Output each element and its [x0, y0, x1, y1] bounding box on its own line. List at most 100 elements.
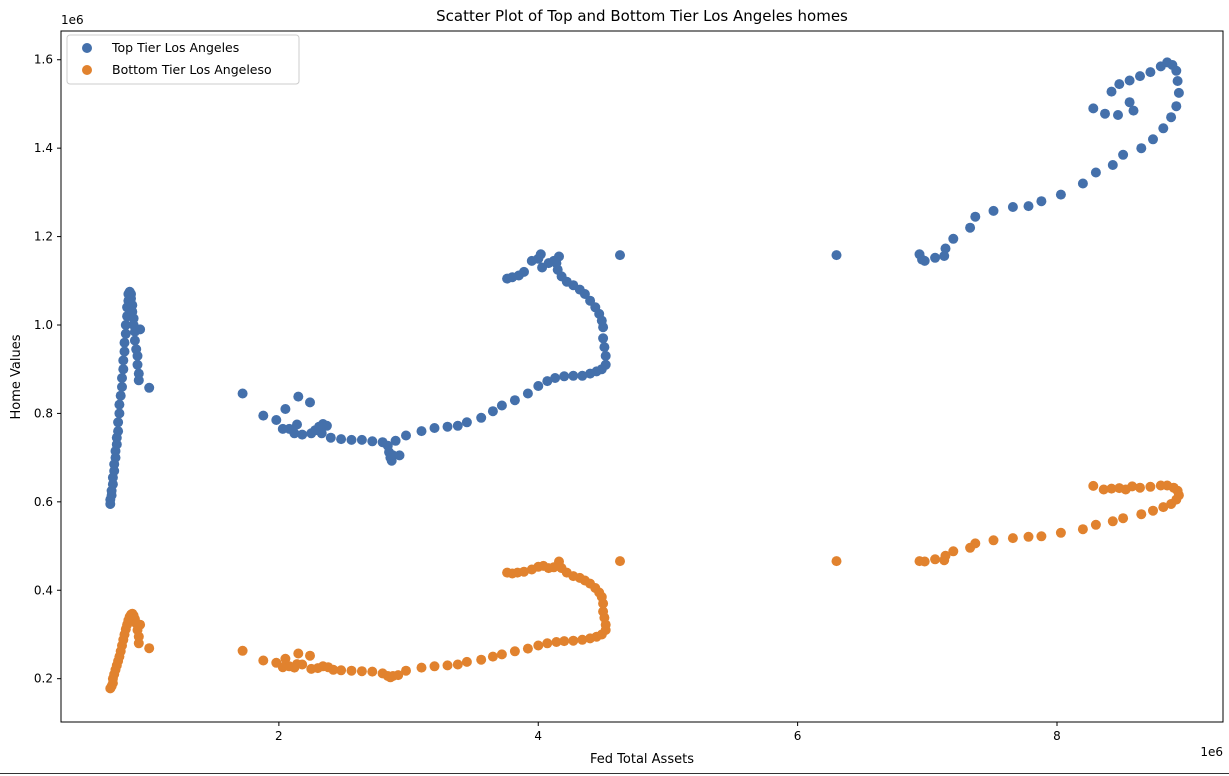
- top-tier-point-142: [1136, 143, 1147, 154]
- top-tier-point-75: [401, 430, 411, 441]
- top-tier-point-96: [600, 350, 611, 361]
- y-tick-label-6: 1.4: [34, 141, 53, 155]
- top-tier-point-85: [522, 388, 533, 399]
- bottom-tier-point-60: [496, 649, 507, 660]
- bottom-tier-point-103: [948, 546, 959, 557]
- plot-frame: [60, 30, 1224, 723]
- top-tier-point-76: [416, 426, 427, 437]
- top-tier-point-147: [1173, 87, 1184, 98]
- bottom-tier-point-66: [559, 636, 570, 647]
- top-tier-point-144: [1158, 123, 1169, 134]
- bottom-tier-point-130: [1106, 483, 1117, 494]
- bottom-tier-point-102: [940, 550, 951, 561]
- legend-marker-top-tier: [82, 43, 92, 53]
- top-tier-point-155: [1124, 75, 1135, 86]
- top-tier-point-78: [442, 421, 453, 432]
- top-tier-point-44: [144, 382, 155, 393]
- bottom-tier-point-35: [293, 648, 304, 659]
- top-tier-point-137: [1055, 189, 1066, 200]
- top-tier-point-148: [1172, 76, 1183, 86]
- top-tier-point-86: [533, 381, 544, 391]
- top-tier-point-138: [1077, 178, 1088, 189]
- top-tier-point-45: [237, 388, 248, 399]
- top-tier-point-17: [117, 381, 127, 392]
- y-tick-label-2: 0.6: [34, 495, 53, 509]
- bottom-tier-point-108: [1023, 531, 1034, 542]
- top-tier-point-128: [939, 251, 950, 261]
- top-tier-point-65: [356, 434, 367, 445]
- bottom-tier-point-53: [416, 662, 427, 673]
- x-tick-label-2: 6: [794, 729, 802, 743]
- top-tier-point-129: [940, 243, 951, 254]
- legend-marker-bottom-tier: [82, 65, 92, 75]
- bottom-tier-point-59: [487, 651, 498, 662]
- y-tick-label-0: 0.2: [34, 672, 53, 686]
- bottom-tier-point-107: [1007, 533, 1018, 544]
- bottom-tier-point-58: [476, 654, 487, 665]
- bottom-tier-point-110: [1055, 527, 1066, 538]
- top-tier-point-49: [280, 404, 291, 414]
- top-tier-point-122: [615, 250, 625, 261]
- top-tier-point-143: [1148, 134, 1158, 145]
- bottom-tier-point-125: [1145, 481, 1156, 492]
- bottom-tier-point-75: [598, 606, 609, 617]
- top-tier-point-132: [970, 211, 981, 222]
- top-tier-point-133: [988, 205, 999, 216]
- top-tier-point-63: [336, 434, 347, 445]
- top-tier-point-159: [1128, 105, 1139, 116]
- top-tier-point-84: [509, 395, 520, 406]
- top-tier-point-157: [1106, 86, 1117, 97]
- top-tier-point-51: [289, 428, 300, 439]
- bottom-tier-point-105: [970, 538, 981, 549]
- bottom-tier-point-109: [1036, 531, 1047, 542]
- top-tier-point-156: [1114, 79, 1125, 90]
- bottom-tier-point-31: [280, 653, 291, 664]
- top-tier-point-61: [321, 420, 332, 431]
- top-tier-point-127: [930, 252, 941, 263]
- top-tier-point-87: [542, 376, 553, 387]
- bottom-tier-point-106: [988, 535, 999, 546]
- bottom-tier-point-57: [461, 656, 472, 667]
- top-tier-point-91: [577, 370, 588, 381]
- bottom-tier-point-131: [1098, 484, 1109, 495]
- legend-box: [66, 34, 300, 85]
- top-tier-point-46: [258, 410, 269, 421]
- top-tier-point-89: [559, 371, 570, 382]
- bottom-tier-point-99: [919, 556, 930, 567]
- bottom-tier-point-97: [831, 556, 842, 567]
- top-tier-point-114: [537, 262, 548, 273]
- bottom-tier-point-44: [346, 665, 357, 676]
- bottom-tier-point-113: [1107, 516, 1118, 527]
- top-tier-point-81: [476, 412, 487, 423]
- top-tier-point-37: [129, 335, 140, 346]
- bottom-tier-point-65: [551, 637, 562, 647]
- bottom-tier-point-115: [1136, 509, 1147, 520]
- bottom-tier-point-63: [533, 640, 544, 651]
- top-tier-point-42: [133, 375, 144, 386]
- bottom-tier-point-116: [1148, 505, 1158, 516]
- top-tier-point-12: [113, 426, 124, 437]
- y-axis-ticks: 0.2 0.4 0.6 0.8 1.0 1.2 1.4 1.6: [34, 53, 61, 686]
- bottom-tier-point-67: [568, 635, 579, 646]
- bottom-tier-point-54: [429, 661, 440, 672]
- top-tier-point-43: [135, 324, 146, 335]
- bottom-tier-point-27: [237, 645, 248, 656]
- top-tier-point-153: [1145, 67, 1156, 78]
- top-tier-point-13: [113, 417, 124, 428]
- bottom-tier-point-42: [328, 664, 339, 675]
- top-tier-point-121: [502, 273, 513, 284]
- top-tier-point-154: [1135, 71, 1145, 82]
- top-tier-point-59: [316, 428, 327, 439]
- top-tier-point-74: [394, 450, 405, 461]
- top-tier-point-21: [119, 346, 130, 357]
- legend: Top Tier Los Angeles Bottom Tier Los Ang…: [66, 34, 300, 85]
- top-tier-point-98: [598, 333, 609, 344]
- top-tier-point-77: [429, 423, 440, 433]
- top-tier-point-62: [325, 432, 336, 443]
- bottom-tier-point-46: [367, 666, 378, 677]
- bottom-tier-point-28: [258, 655, 269, 666]
- top-tier-point-64: [346, 434, 357, 445]
- top-tier-point-40: [132, 359, 143, 370]
- top-tier-point-83: [496, 400, 507, 411]
